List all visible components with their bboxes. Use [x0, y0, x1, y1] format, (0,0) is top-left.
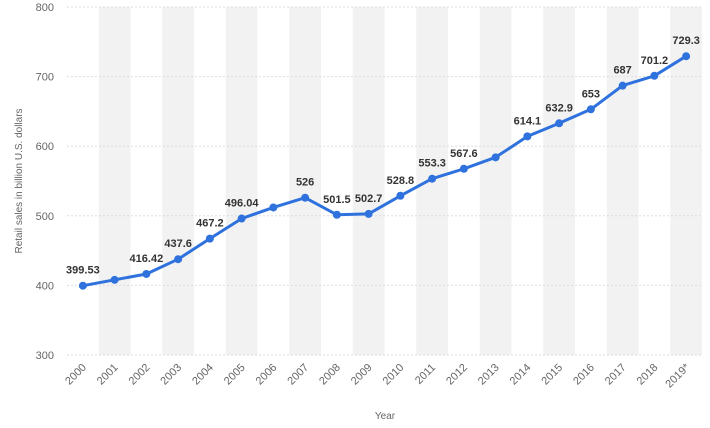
- data-label: 614.1: [514, 115, 542, 127]
- x-tick-label: 2005: [222, 362, 248, 388]
- data-point[interactable]: [237, 214, 246, 223]
- data-label: 653: [582, 88, 600, 100]
- x-tick-label: 2010: [381, 362, 407, 388]
- column-band: [289, 7, 321, 355]
- x-tick-label: 2014: [508, 362, 534, 388]
- data-label: 701.2: [641, 55, 669, 67]
- x-tick-label: 2017: [603, 362, 629, 388]
- data-points: [78, 52, 691, 290]
- data-point[interactable]: [364, 209, 373, 218]
- x-tick-label: 2012: [444, 362, 470, 388]
- data-label: 467.2: [196, 218, 224, 230]
- x-tick-label: 2013: [476, 362, 502, 388]
- y-axis-ticks: 300 400 500 600 700 800: [36, 2, 54, 362]
- column-band: [670, 7, 702, 355]
- x-tick-label: 2003: [158, 362, 184, 388]
- column-band: [479, 7, 512, 355]
- x-tick-label: 2018: [635, 362, 661, 388]
- x-axis-ticks: 2000 2001 2002 2003 2004 2005 2006 2007 2008 2009…: [63, 361, 693, 390]
- column-band: [352, 7, 385, 355]
- data-point[interactable]: [110, 275, 119, 284]
- data-point[interactable]: [301, 193, 310, 202]
- column-bands: [98, 7, 702, 355]
- data-point[interactable]: [650, 71, 659, 80]
- data-point[interactable]: [78, 281, 87, 290]
- data-point[interactable]: [586, 105, 595, 114]
- data-label: 553.3: [418, 158, 446, 170]
- x-axis-title: Year: [375, 411, 396, 422]
- data-point[interactable]: [428, 174, 437, 183]
- data-point[interactable]: [174, 255, 183, 264]
- gridlines: [67, 6, 702, 356]
- y-tick-label: 400: [36, 280, 54, 292]
- data-point[interactable]: [618, 81, 627, 90]
- y-tick-label: 500: [36, 211, 54, 223]
- data-point[interactable]: [142, 269, 151, 278]
- y-tick-label: 700: [36, 72, 54, 84]
- series-line: [81, 54, 688, 288]
- data-label: 687: [613, 65, 631, 77]
- data-point[interactable]: [491, 153, 500, 162]
- column-band: [225, 7, 258, 355]
- data-label: 496.04: [225, 198, 260, 210]
- data-label: 729.3: [672, 35, 700, 47]
- data-label: 528.8: [387, 175, 415, 187]
- x-tick-label: 2001: [95, 362, 121, 388]
- x-tick-label: 2000: [63, 362, 89, 388]
- x-tick-label: 2002: [127, 362, 153, 388]
- data-point[interactable]: [205, 234, 214, 243]
- data-label: 416.42: [130, 253, 164, 265]
- x-tick-label: 2016: [571, 362, 597, 388]
- x-tick-label: 2015: [539, 362, 565, 388]
- x-tick-label: 2009: [349, 362, 375, 388]
- data-label: 437.6: [164, 238, 192, 250]
- column-band: [606, 7, 639, 355]
- column-band: [162, 7, 194, 355]
- data-label: 501.5: [323, 194, 351, 206]
- x-tick-label: 2007: [285, 362, 311, 388]
- x-tick-label: 2006: [254, 362, 280, 388]
- data-point[interactable]: [332, 210, 341, 219]
- y-axis-title: Retail sales in billion U.S. dollars: [14, 108, 25, 253]
- data-point[interactable]: [523, 132, 532, 141]
- data-point[interactable]: [555, 119, 564, 128]
- data-point[interactable]: [396, 191, 405, 200]
- data-label: 399.53: [66, 265, 100, 277]
- data-point[interactable]: [269, 203, 278, 212]
- x-tick-label: 2011: [413, 362, 438, 387]
- y-tick-label: 300: [36, 350, 54, 362]
- data-point[interactable]: [459, 164, 468, 173]
- x-tick-label: 2008: [317, 362, 343, 388]
- x-tick-label: 2004: [190, 362, 216, 388]
- data-point[interactable]: [682, 52, 691, 61]
- column-band: [98, 7, 131, 355]
- x-tick-label: 2019*: [663, 361, 692, 390]
- data-label: 526: [296, 177, 314, 189]
- y-tick-label: 800: [36, 2, 54, 14]
- y-tick-label: 600: [36, 141, 54, 153]
- column-band: [543, 7, 575, 355]
- data-label: 567.6: [450, 148, 478, 160]
- data-label: 632.9: [545, 102, 573, 114]
- data-label: 502.7: [355, 193, 383, 205]
